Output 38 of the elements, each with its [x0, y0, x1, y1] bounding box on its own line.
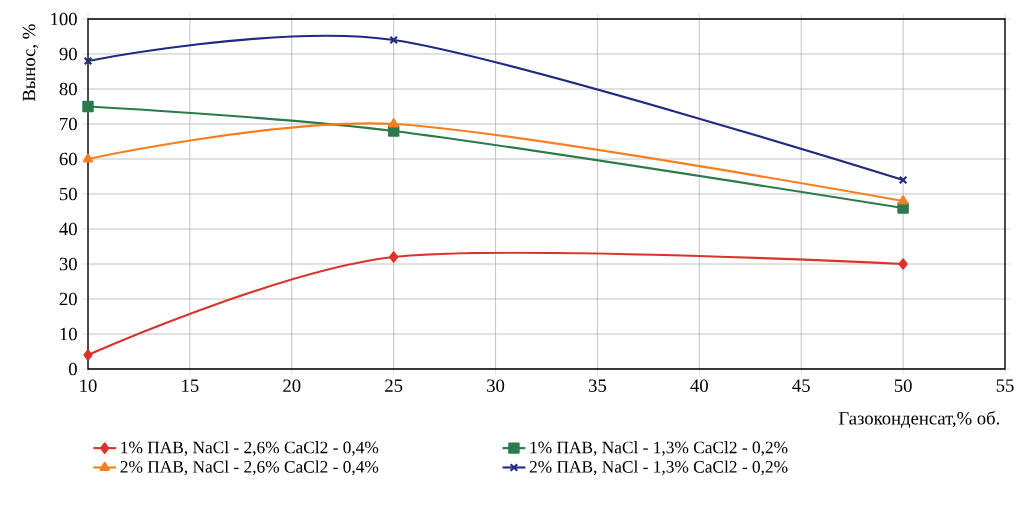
- y-axis-title: Вынос, %: [22, 24, 38, 102]
- legend-label: 2% ПАВ, NaCl - 1,3% CaCl2 - 0,2%: [529, 460, 788, 476]
- point: [388, 118, 399, 128]
- x-tick-label: 20: [283, 379, 301, 392]
- legend-label: 2% ПАВ, NaCl - 2,6% CaCl2 - 0,4%: [120, 460, 379, 476]
- point: [898, 195, 909, 205]
- x-tick-label: 30: [487, 379, 505, 392]
- y-tick-label: 60: [59, 152, 77, 166]
- y-tick-label: 50: [60, 187, 77, 201]
- legend-label: 1% ПАВ, NaCl - 1,3% CaCl2 - 0,2%: [530, 441, 788, 456]
- x-axis-title: Газоконденсат,% об.: [838, 411, 1000, 429]
- y-tick-label: 30: [59, 257, 77, 271]
- point: [898, 175, 908, 185]
- y-tick-label: 10: [60, 327, 77, 341]
- y-tick-label: 0: [68, 362, 77, 376]
- y-tick-label: 100: [51, 12, 77, 26]
- y-tick-label: 20: [59, 292, 77, 306]
- y-tick-label: 90: [59, 47, 77, 61]
- point: [897, 202, 909, 214]
- y-tick-label: 40: [59, 222, 77, 236]
- point: [389, 35, 399, 45]
- point: [389, 251, 399, 263]
- point: [82, 153, 94, 163]
- point: [83, 56, 93, 66]
- x-tick-label: 40: [690, 379, 708, 392]
- x-tick-label: 25: [385, 379, 403, 392]
- x-tick-label: 45: [792, 379, 810, 392]
- point: [82, 100, 94, 113]
- point: [898, 258, 908, 270]
- x-tick-label: 55: [996, 379, 1014, 392]
- x-tick-label: 35: [589, 379, 607, 392]
- legend-label: 1% ПАВ, NaCl - 2,6% CaCl2 - 0,4%: [121, 441, 379, 456]
- y-tick-label: 80: [59, 82, 77, 96]
- x-tick-label: 15: [182, 379, 199, 392]
- x-tick-label: 50: [894, 379, 912, 392]
- point: [83, 349, 93, 361]
- y-tick-label: 70: [60, 117, 77, 131]
- x-tick-label: 10: [80, 379, 97, 392]
